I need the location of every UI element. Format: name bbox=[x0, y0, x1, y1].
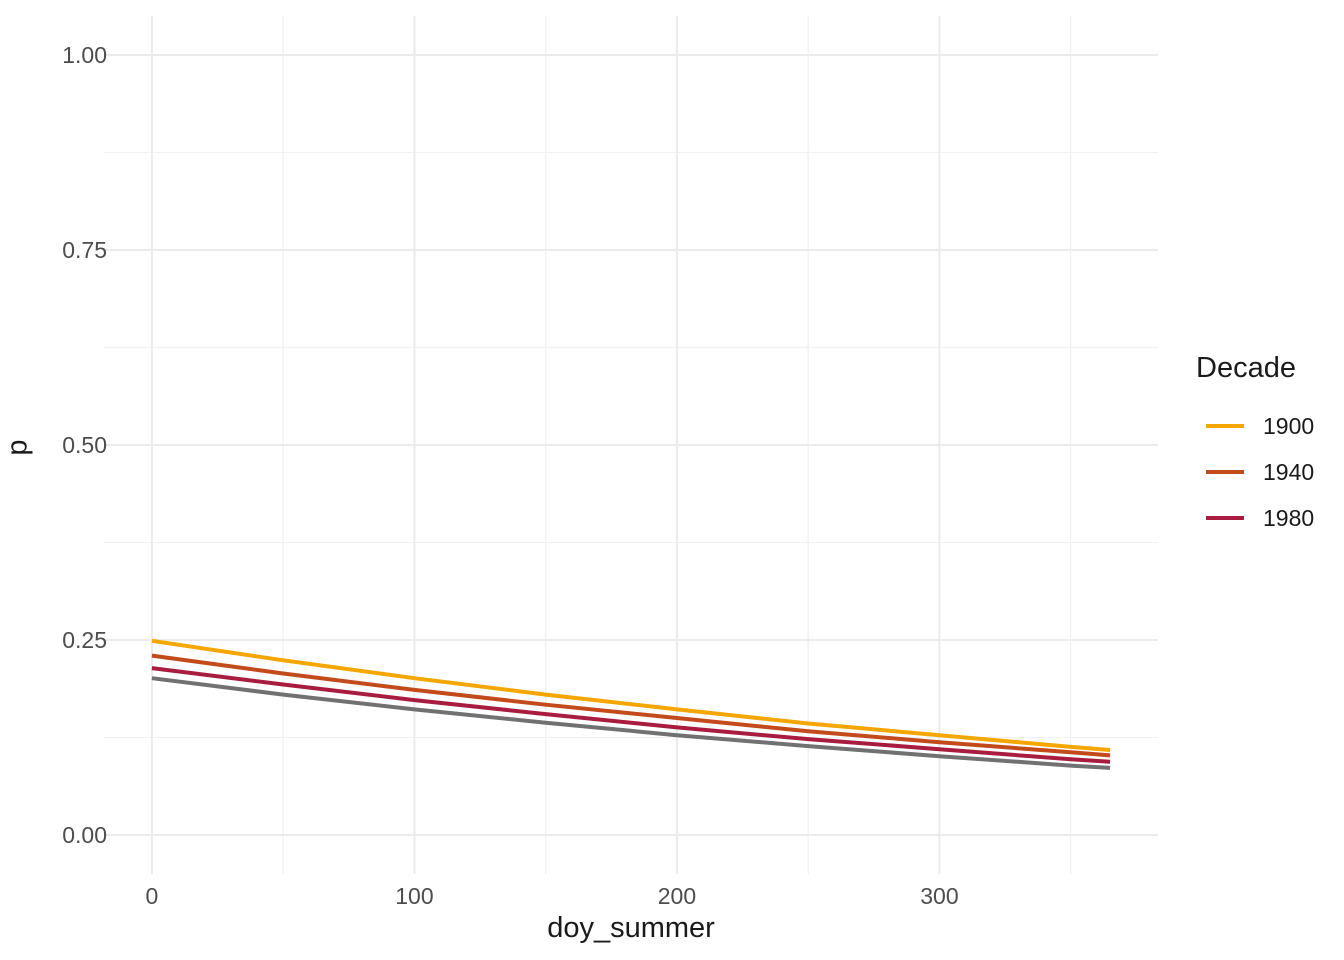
y-tick-label: 0.00 bbox=[62, 822, 107, 848]
y-tick-label: 1.00 bbox=[62, 42, 107, 68]
legend-title: Decade bbox=[1196, 352, 1296, 384]
x-tick-label: 100 bbox=[395, 883, 434, 909]
legend: Decade 1900 1940 1980 bbox=[1196, 352, 1344, 541]
y-axis-title: p bbox=[1, 439, 34, 456]
x-tick-label: 0 bbox=[145, 883, 159, 909]
series-line-1940 bbox=[151, 653, 1111, 758]
legend-items: 1900 1940 1980 bbox=[1196, 403, 1344, 541]
legend-item-1940: 1940 bbox=[1196, 449, 1344, 495]
legend-key-line-icon bbox=[1206, 470, 1244, 474]
y-tick-label: 0.25 bbox=[62, 627, 107, 653]
legend-item-label: 1900 bbox=[1263, 412, 1315, 439]
series-line-1900 bbox=[151, 638, 1111, 752]
x-tick-label: 200 bbox=[657, 883, 697, 909]
x-tick-label: 300 bbox=[920, 883, 959, 909]
x-axis-title: doy_summer bbox=[547, 912, 715, 944]
legend-item-label: 1980 bbox=[1263, 504, 1315, 531]
legend-item-1980: 1980 bbox=[1196, 495, 1344, 541]
series-line-1980 bbox=[151, 666, 1111, 764]
y-tick-label: 0.50 bbox=[62, 432, 107, 458]
legend-item-label: 1940 bbox=[1263, 458, 1315, 485]
legend-key-line-icon bbox=[1206, 424, 1244, 428]
legend-key-line-icon bbox=[1206, 516, 1244, 520]
y-tick-label: 0.75 bbox=[62, 237, 107, 263]
legend-item-1900: 1900 bbox=[1196, 403, 1344, 449]
series-line-NA bbox=[151, 676, 1111, 770]
